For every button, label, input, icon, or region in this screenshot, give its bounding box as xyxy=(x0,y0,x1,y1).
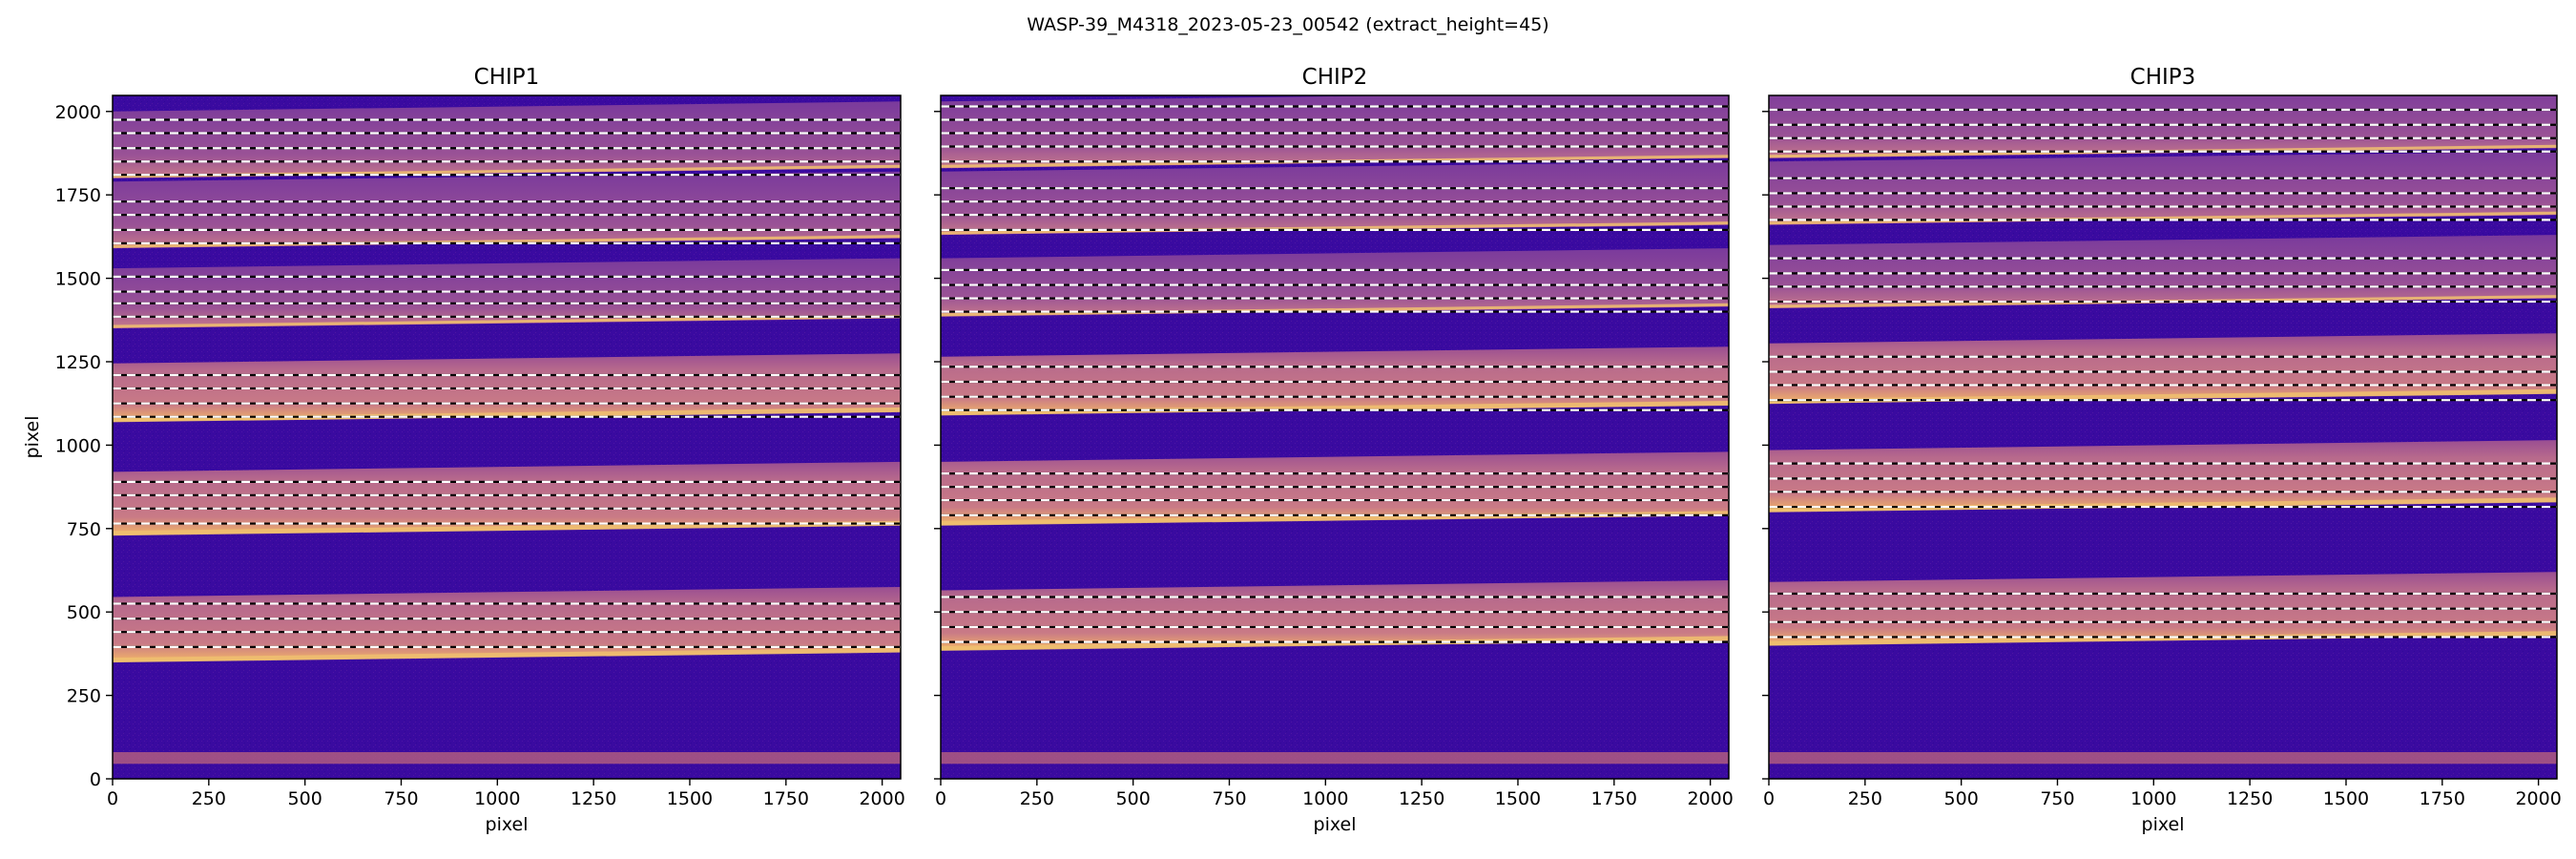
order-edge-2 xyxy=(113,520,901,536)
x-tick-label: 1500 xyxy=(667,788,713,809)
chart-panel-1: CHIP1 0 250 500 750 1000 1250 1500 1750 2000 0 250 5… xyxy=(22,65,905,835)
x-tick-label: 750 xyxy=(1212,788,1246,809)
x-tick-label: 500 xyxy=(1116,788,1151,809)
y-tick-label: 1500 xyxy=(55,269,101,290)
order-edge-1 xyxy=(113,647,901,663)
x-tick-label: 1250 xyxy=(571,788,616,809)
x-tick-label: 2000 xyxy=(859,788,904,809)
order-edge-5 xyxy=(1769,211,2557,225)
x-tick-label: 0 xyxy=(1763,788,1775,809)
spectral-order-5 xyxy=(941,161,1729,236)
order-edge-3 xyxy=(113,407,901,423)
spectral-order-4 xyxy=(1769,235,2557,309)
y-tick-label: 250 xyxy=(67,686,101,707)
spectral-order-4 xyxy=(941,248,1729,317)
order-edge-4 xyxy=(941,303,1729,317)
axes-frame xyxy=(1768,94,2558,780)
figure-suptitle: WASP-39_M4318_2023-05-23_00542 (extract_… xyxy=(1027,14,1548,35)
x-tick-label: 750 xyxy=(2040,788,2074,809)
panel-title: CHIP2 xyxy=(1302,65,1368,90)
x-tick-label: 1000 xyxy=(2130,788,2176,809)
x-tick-label: 250 xyxy=(192,788,226,809)
spectral-order-2 xyxy=(113,461,901,535)
spectral-order-2 xyxy=(941,451,1729,526)
plot-area xyxy=(941,95,1729,779)
x-tick-label: 500 xyxy=(1944,788,1979,809)
x-tick-label: 250 xyxy=(1020,788,1054,809)
bottom-trace xyxy=(113,752,901,765)
y-tick-label: 2000 xyxy=(55,102,101,123)
x-tick-label: 2000 xyxy=(1687,788,1733,809)
y-tick-label: 0 xyxy=(90,769,101,790)
x-tick-label: 2000 xyxy=(2515,788,2561,809)
y-tick-label: 1250 xyxy=(55,352,101,373)
x-axis-label: pixel xyxy=(486,814,529,835)
order-edge-5 xyxy=(113,235,901,248)
order-edge-1 xyxy=(1769,631,2557,646)
plot-area xyxy=(1769,95,2557,779)
x-tick-label: 1750 xyxy=(1591,788,1637,809)
x-tick-label: 1750 xyxy=(2420,788,2465,809)
x-tick-label: 0 xyxy=(107,788,118,809)
bottom-trace xyxy=(1769,752,2557,765)
x-tick-label: 1250 xyxy=(1399,788,1444,809)
y-axis-label: pixel xyxy=(22,416,43,459)
x-tick-label: 1500 xyxy=(1495,788,1541,809)
order-edge-5 xyxy=(941,221,1729,235)
bottom-trace xyxy=(941,752,1729,765)
spectral-order-1 xyxy=(113,586,901,662)
axes-frame xyxy=(940,94,1730,780)
x-tick-label: 750 xyxy=(384,788,418,809)
x-tick-label: 250 xyxy=(1848,788,1882,809)
x-axis-label: pixel xyxy=(2142,814,2185,835)
x-tick-label: 1000 xyxy=(474,788,520,809)
spectral-order-6 xyxy=(1769,95,2557,158)
chart-panel-2: CHIP2 0 250 500 750 1000 1250 1500 1750 2000 pixel xyxy=(934,65,1734,835)
x-tick-label: 500 xyxy=(288,788,322,809)
plot-area xyxy=(113,95,901,779)
panel-title: CHIP3 xyxy=(2130,65,2196,90)
axes-frame xyxy=(112,94,902,780)
x-tick-label: 1750 xyxy=(763,788,809,809)
y-tick-label: 500 xyxy=(67,602,101,623)
y-tick-label: 1000 xyxy=(55,435,101,456)
panel-title: CHIP1 xyxy=(474,65,540,90)
chart-panel-3: CHIP3 0 250 500 750 1000 1250 1500 1750 2000 pixel xyxy=(1762,65,2562,835)
x-tick-label: 1000 xyxy=(1302,788,1348,809)
x-tick-label: 0 xyxy=(935,788,946,809)
y-tick-label: 1750 xyxy=(55,185,101,206)
chart-panels: CHIP1 0 250 500 750 1000 1250 1500 1750 2000 0 250 5… xyxy=(22,65,2562,835)
spectral-order-2 xyxy=(1769,440,2557,513)
y-tick-label: 750 xyxy=(67,519,101,540)
x-axis-label: pixel xyxy=(1314,814,1357,835)
order-edge-4 xyxy=(113,315,901,328)
order-edge-2 xyxy=(1769,497,2557,513)
order-edge-1 xyxy=(941,636,1729,651)
order-edge-3 xyxy=(941,400,1729,416)
spectral-order-6 xyxy=(941,95,1729,169)
x-tick-label: 1250 xyxy=(2227,788,2273,809)
x-tick-label: 1500 xyxy=(2323,788,2369,809)
